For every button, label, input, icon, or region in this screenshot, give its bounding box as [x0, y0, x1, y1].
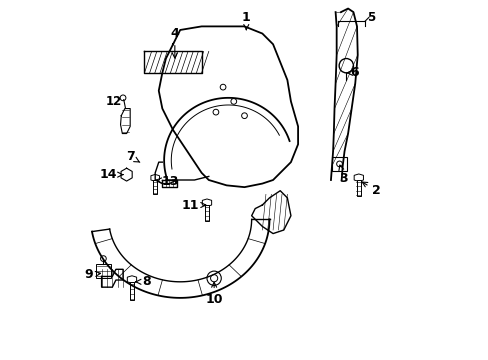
Bar	[356, 180, 360, 196]
Polygon shape	[121, 168, 132, 181]
Polygon shape	[121, 109, 130, 134]
Bar	[331, 157, 346, 171]
Text: 11: 11	[181, 198, 205, 212]
Bar	[204, 205, 208, 221]
Bar	[153, 180, 157, 194]
Text: 13: 13	[156, 175, 179, 188]
Polygon shape	[151, 175, 159, 181]
Text: 10: 10	[205, 282, 223, 306]
Text: 1: 1	[242, 11, 250, 30]
Text: 14: 14	[99, 168, 122, 181]
Text: 3: 3	[338, 165, 347, 185]
Text: 4: 4	[170, 27, 179, 58]
Text: 6: 6	[346, 66, 358, 79]
Text: 8: 8	[136, 275, 150, 288]
Text: 9: 9	[84, 268, 100, 281]
Text: 7: 7	[125, 150, 140, 163]
Polygon shape	[96, 264, 110, 278]
Bar	[130, 282, 134, 300]
Text: 12: 12	[106, 95, 122, 108]
Polygon shape	[202, 199, 211, 206]
Text: 5: 5	[366, 11, 375, 24]
Polygon shape	[127, 276, 136, 283]
Circle shape	[206, 271, 221, 285]
Text: 2: 2	[362, 182, 380, 197]
Polygon shape	[353, 174, 363, 181]
